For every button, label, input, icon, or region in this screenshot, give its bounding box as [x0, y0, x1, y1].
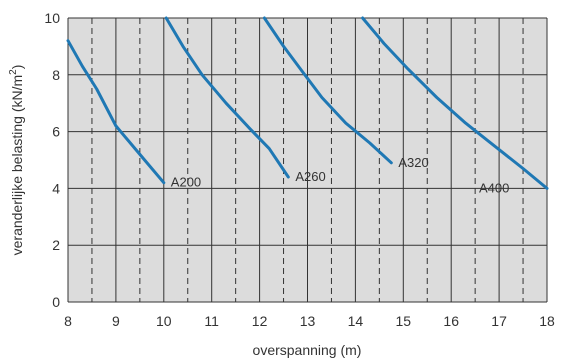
y-tick-label: 8: [52, 67, 60, 83]
series-line-a260: [164, 16, 290, 179]
x-tick-label: 13: [300, 313, 316, 329]
x-tick-label: 16: [443, 313, 459, 329]
y-tick-label: 10: [44, 10, 60, 26]
x-tick-label: 12: [252, 313, 268, 329]
series-line-a200: [66, 39, 166, 185]
x-tick-label: 8: [64, 313, 72, 329]
series-labels: A200 A260 A320 A400: [171, 155, 510, 196]
series-label-a260: A260: [295, 169, 325, 184]
x-tick-label: 10: [156, 313, 172, 329]
x-tick-label: 17: [491, 313, 507, 329]
x-axis-ticks: 8 9 10 11 12 13 14 15 16 17 18: [64, 313, 555, 329]
x-tick-label: 11: [204, 313, 219, 329]
series-label-a400: A400: [479, 180, 509, 195]
x-axis-title: overspanning (m): [253, 342, 362, 358]
y-axis-title-main: veranderlijke belasting (kN/m: [9, 75, 25, 256]
series-line-a400: [361, 16, 549, 190]
y-tick-label: 0: [52, 294, 60, 310]
y-tick-label: 2: [52, 237, 60, 253]
y-tick-label: 4: [52, 180, 60, 196]
y-axis-title-end: ): [9, 65, 25, 70]
y-axis-ticks: 0 2 4 6 8 10: [44, 10, 60, 310]
series-line-a320: [262, 16, 393, 165]
y-axis-title: veranderlijke belasting (kN/m2): [8, 65, 25, 256]
series-label-a200: A200: [171, 175, 201, 190]
minor-grid: [91, 18, 524, 302]
series-label-a320: A320: [398, 155, 428, 170]
series-lines: [66, 16, 549, 190]
x-tick-label: 18: [539, 313, 555, 329]
x-tick-label: 9: [112, 313, 120, 329]
x-tick-label: 14: [348, 313, 364, 329]
y-tick-label: 6: [52, 124, 60, 140]
x-tick-label: 15: [396, 313, 412, 329]
y-axis-title-superscript: 2: [8, 69, 19, 75]
